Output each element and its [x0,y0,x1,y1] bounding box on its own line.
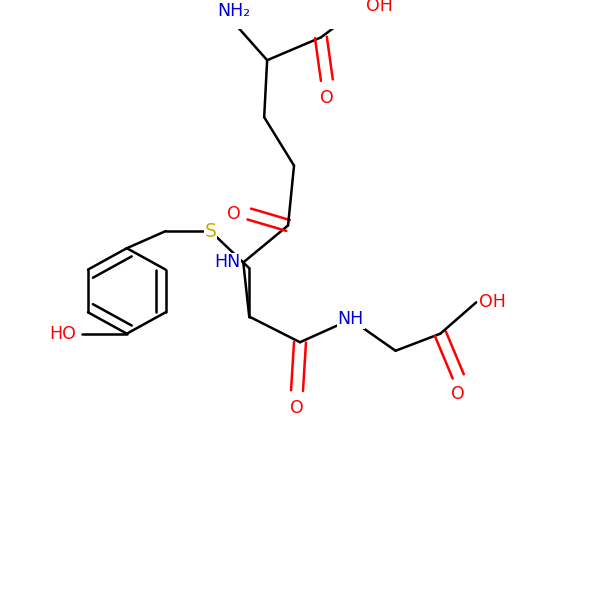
Text: S: S [205,221,217,241]
Text: OH: OH [365,0,392,15]
Text: HO: HO [49,325,76,343]
Text: O: O [320,89,334,107]
Text: NH: NH [338,310,364,328]
Text: O: O [451,385,465,403]
Text: O: O [290,399,304,417]
Text: OH: OH [479,293,506,311]
Text: NH₂: NH₂ [218,2,251,20]
Text: O: O [227,205,240,223]
Text: HN: HN [214,253,240,271]
